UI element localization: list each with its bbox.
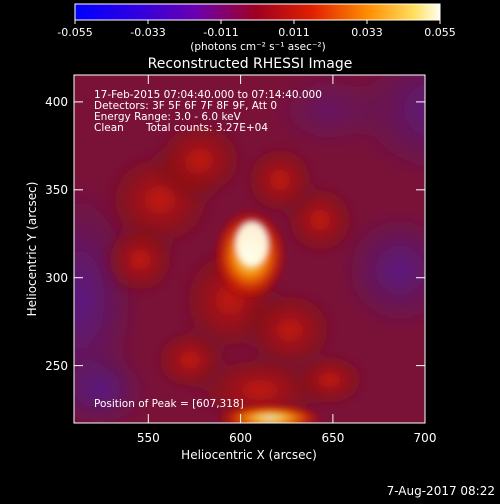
colorbar-tick-label: 0.011 <box>278 26 310 39</box>
annotation-clean: Clean <box>94 122 124 134</box>
colorbar <box>74 3 441 21</box>
annotation-peak-position: Position of Peak = [607,318] <box>94 398 244 410</box>
x-tick-label: 550 <box>137 431 160 445</box>
x-axis-label: Heliocentric X (arcsec) <box>181 448 317 462</box>
annotation-detectors: Detectors: 3F 5F 6F 7F 8F 9F, Att 0 <box>94 100 277 112</box>
colorbar-tick-label: 0.055 <box>424 26 456 39</box>
y-tick-label: 350 <box>45 183 68 197</box>
colorbar-unit-label: (photons cm⁻² s⁻¹ asec⁻²) <box>190 41 325 53</box>
image-area <box>74 75 425 423</box>
annotation-counts: Total counts: 3.27E+04 <box>145 122 268 134</box>
y-tick-label: 300 <box>45 271 68 285</box>
annotation-time-range: 17-Feb-2015 07:04:40.000 to 07:14:40.000 <box>94 89 322 101</box>
plot-frame <box>73 74 426 424</box>
colorbar-tick-label: -0.055 <box>57 26 92 39</box>
colorbar-tick-label: -0.033 <box>130 26 165 39</box>
axis-ticks <box>74 75 426 423</box>
chart-title: Reconstructed RHESSI Image <box>148 56 353 72</box>
x-tick-label: 600 <box>229 431 252 445</box>
x-tick-label: 650 <box>321 431 344 445</box>
footer-date: 7-Aug-2017 08:22 <box>387 484 495 498</box>
y-tick-label: 250 <box>45 359 68 373</box>
colorbar-ticks <box>74 20 441 24</box>
colorbar-tick-label: 0.033 <box>351 26 383 39</box>
y-axis-label: Heliocentric Y (arcsec) <box>25 182 39 317</box>
y-tick-label: 400 <box>45 95 68 109</box>
colorbar-tick-label: -0.011 <box>203 26 238 39</box>
x-tick-label: 700 <box>414 431 437 445</box>
annotation-energy: Energy Range: 3.0 - 6.0 keV <box>94 111 242 123</box>
